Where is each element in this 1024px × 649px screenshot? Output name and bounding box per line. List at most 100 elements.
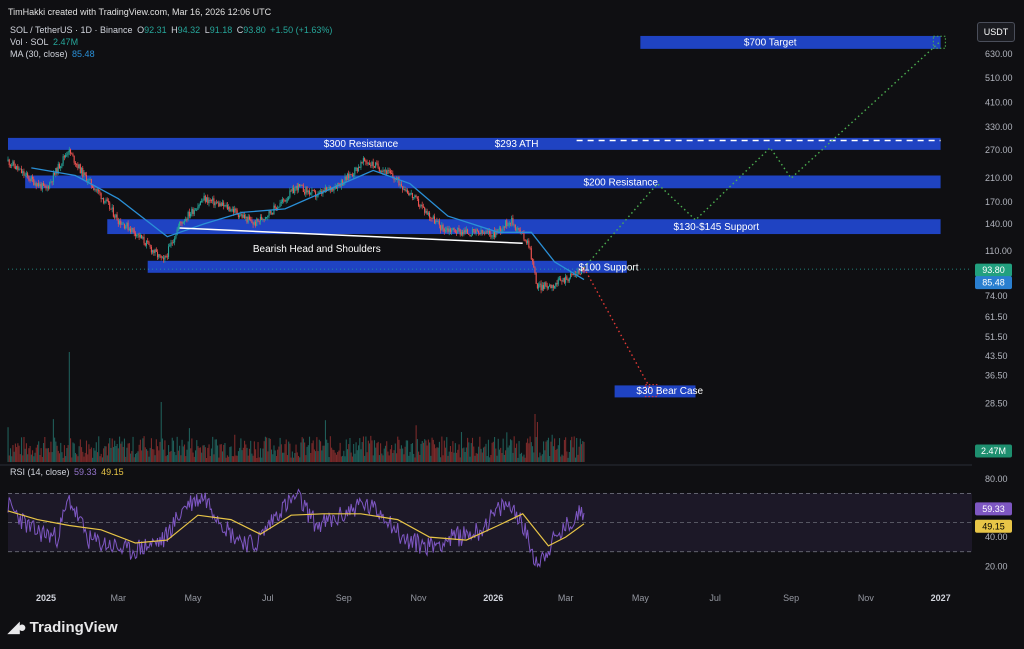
zone-30-bear-case[interactable] xyxy=(614,385,696,398)
volume-bar xyxy=(339,442,341,462)
candle-body xyxy=(549,284,551,287)
volume-bar xyxy=(478,446,480,462)
volume-bar xyxy=(545,441,547,462)
volume-bar xyxy=(520,452,523,462)
candle-body xyxy=(497,229,499,232)
volume-bar xyxy=(299,457,301,462)
candle-body xyxy=(443,228,445,232)
volume-bar xyxy=(376,443,378,462)
volume-bar xyxy=(460,432,463,462)
candle-body xyxy=(93,187,95,191)
candle-body xyxy=(225,204,227,206)
volume-bar xyxy=(365,436,367,462)
open-label: O xyxy=(137,25,145,35)
volume-bar xyxy=(549,455,551,462)
candle-body xyxy=(313,190,315,192)
volume-bar xyxy=(63,445,65,462)
volume-bar xyxy=(208,444,210,462)
candle-body xyxy=(465,229,467,233)
zones xyxy=(8,35,941,398)
zone-700-target[interactable] xyxy=(640,35,941,49)
volume-bar xyxy=(331,447,333,462)
candle-body xyxy=(355,167,357,169)
volume-bar xyxy=(101,457,103,462)
volume-bar xyxy=(568,451,570,462)
candle-body xyxy=(307,190,309,193)
volume-bar xyxy=(566,451,568,462)
candle-body xyxy=(177,226,179,230)
candle-body xyxy=(288,197,290,200)
volume-bar xyxy=(237,451,239,462)
volume-bar xyxy=(234,434,236,462)
ma-legend[interactable]: MA (30, close) 85.48 xyxy=(10,49,97,59)
candle-body xyxy=(536,283,538,289)
candle-body xyxy=(492,230,494,237)
rsi-legend[interactable]: RSI (14, close) 59.33 49.15 xyxy=(10,467,126,477)
candle-body xyxy=(376,162,378,164)
volume-bar xyxy=(166,455,168,462)
zone-label: $130-$145 Support xyxy=(674,222,760,233)
volume-bar xyxy=(250,440,252,462)
volume-bar xyxy=(38,441,40,462)
candle-body xyxy=(454,229,456,233)
candle-body xyxy=(231,209,233,211)
currency-button[interactable]: USDT xyxy=(977,22,1015,42)
zone-300-resistance[interactable] xyxy=(8,137,941,150)
volume-bar xyxy=(353,443,355,462)
volume-bar xyxy=(161,438,164,462)
candle-body xyxy=(192,208,194,214)
price-tick-label: 51.50 xyxy=(985,332,1008,342)
candle-body xyxy=(117,220,119,224)
candle-body xyxy=(399,184,401,186)
symbol-label[interactable]: SOL / TetherUS · 1D · Binance xyxy=(10,25,133,35)
candle-body xyxy=(425,210,427,213)
volume-bar xyxy=(138,444,140,462)
rsi-tick-label: 40.00 xyxy=(985,532,1008,542)
volume-bar xyxy=(261,457,263,462)
volume-bar xyxy=(267,451,269,462)
candle-body xyxy=(199,201,201,205)
zone-200-resistance[interactable] xyxy=(25,175,941,189)
volume-bar xyxy=(351,456,353,462)
candle-body xyxy=(49,182,51,189)
candle-body xyxy=(166,256,168,258)
volume-bar xyxy=(274,450,276,462)
volume-bar xyxy=(543,441,545,462)
volume-bar xyxy=(329,436,331,462)
volume-bar xyxy=(430,455,432,462)
volume-bar xyxy=(288,441,290,462)
volume-bar xyxy=(402,448,404,462)
volume-legend[interactable]: Vol · SOL 2.47M xyxy=(10,37,80,47)
volume-bar xyxy=(206,457,208,462)
volume-bar xyxy=(571,436,573,462)
volume-bar xyxy=(16,447,18,462)
volume-bar xyxy=(193,456,195,462)
candle-body xyxy=(35,183,37,187)
volume-bar xyxy=(496,455,498,462)
volume-bar xyxy=(255,449,257,462)
time-tick-label: 2026 xyxy=(483,593,503,603)
zone-130-145-support[interactable] xyxy=(107,219,941,235)
candle-body xyxy=(13,161,15,167)
volume-bar xyxy=(494,437,496,462)
candle-body xyxy=(379,171,382,173)
candle-body xyxy=(442,225,444,229)
candle-body xyxy=(134,233,136,236)
candle-body xyxy=(139,234,141,238)
candle-body xyxy=(136,234,138,236)
candle-body xyxy=(8,159,10,165)
candle-body xyxy=(402,186,404,190)
candle-body xyxy=(394,179,396,181)
volume-bar xyxy=(139,439,141,462)
zone-100-support[interactable] xyxy=(147,260,627,273)
volume-bar xyxy=(217,445,219,462)
volume-bar xyxy=(312,440,314,462)
candle-body xyxy=(279,203,281,207)
volume-bar xyxy=(405,440,407,462)
volume-bar xyxy=(99,456,101,462)
candle-body xyxy=(397,177,399,180)
volume-bar xyxy=(282,452,284,462)
candle-body xyxy=(533,261,535,268)
volume-bar xyxy=(177,450,179,462)
